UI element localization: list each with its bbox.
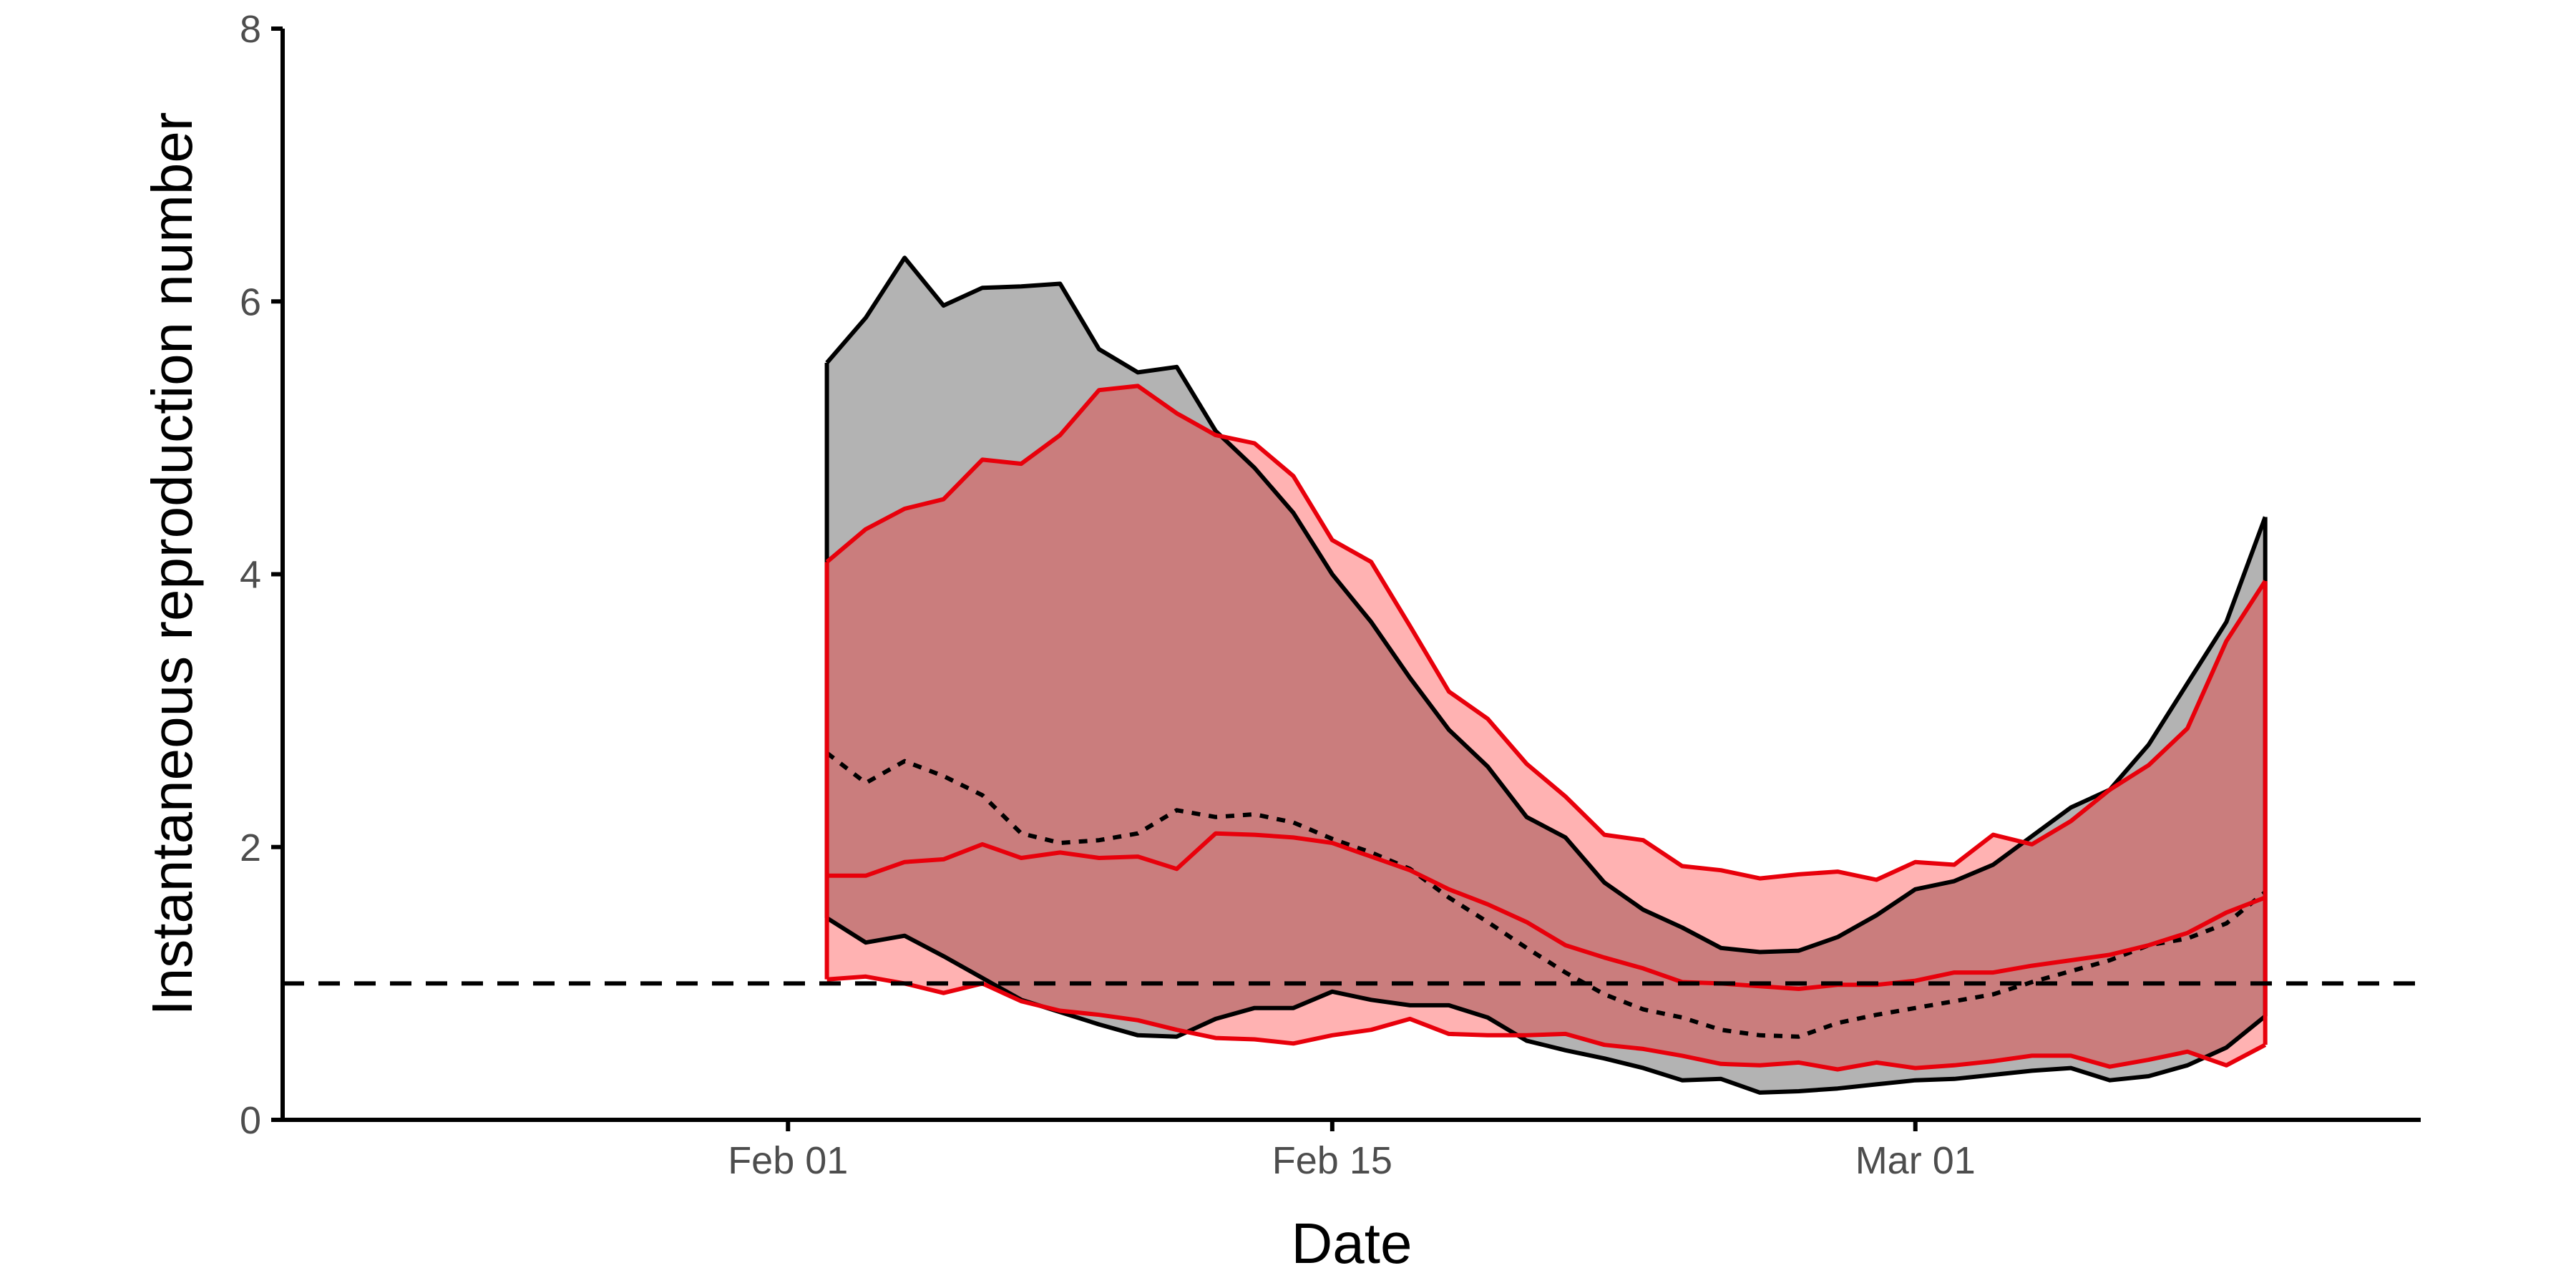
series-0-median-line bbox=[825, 751, 2267, 1039]
plot-area bbox=[283, 255, 2421, 1095]
x-axis-title: Date bbox=[1292, 1211, 1413, 1275]
y-tick-label: 4 bbox=[240, 554, 261, 597]
series-1-upper-line bbox=[825, 384, 2268, 882]
series-1-ribbon bbox=[826, 386, 2265, 1070]
y-tick-label: 2 bbox=[240, 826, 261, 869]
axes: 0 2 4 6 8 Feb 01 Feb 15 Mar 01 bbox=[240, 8, 2421, 1182]
x-tick-label: Feb 01 bbox=[728, 1139, 848, 1182]
series-0-lower-line bbox=[825, 916, 2267, 1095]
series-1-median-line bbox=[826, 831, 2266, 991]
x-tick-label: Mar 01 bbox=[1855, 1139, 1976, 1182]
y-tick-label: 6 bbox=[240, 280, 261, 323]
y-axis-title: Instantaneous reproduction number bbox=[140, 112, 204, 1015]
x-tick-label: Feb 15 bbox=[1272, 1139, 1392, 1182]
y-tick-label: 0 bbox=[240, 1099, 261, 1142]
y-tick-label: 8 bbox=[240, 8, 261, 51]
series-1-lower-line bbox=[826, 974, 2267, 1072]
series-0-ribbon bbox=[826, 258, 2265, 1093]
